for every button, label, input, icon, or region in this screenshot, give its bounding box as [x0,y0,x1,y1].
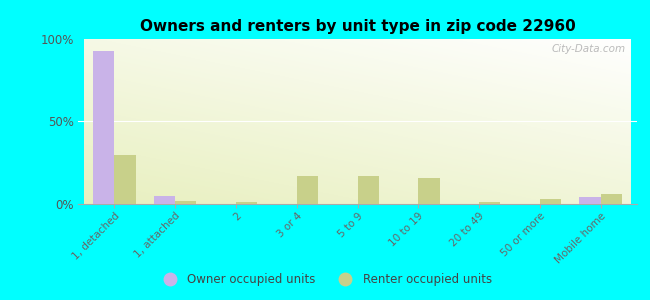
Bar [154,196,176,204]
Bar [479,202,501,204]
Bar [418,178,439,204]
Bar [236,202,257,204]
Bar [358,176,379,204]
Title: Owners and renters by unit type in zip code 22960: Owners and renters by unit type in zip c… [140,19,575,34]
Bar [176,201,196,204]
Bar [579,197,601,204]
Bar [297,176,318,204]
Bar [114,154,136,204]
Bar [93,50,114,204]
Bar [540,199,561,204]
Text: City-Data.com: City-Data.com [552,44,626,54]
Bar [601,194,622,204]
Legend: Owner occupied units, Renter occupied units: Owner occupied units, Renter occupied un… [153,269,497,291]
